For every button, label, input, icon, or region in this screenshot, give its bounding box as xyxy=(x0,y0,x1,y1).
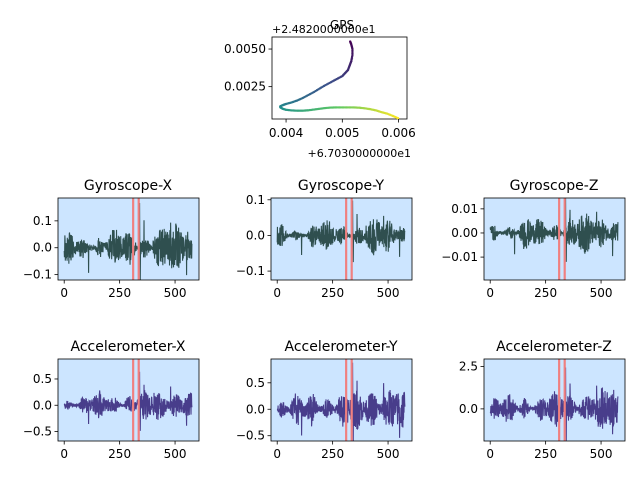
x-tick-label: 0 xyxy=(60,286,68,300)
y-tick-label: 2.5 xyxy=(459,360,478,374)
y-tick-label: 0.0 xyxy=(246,228,265,242)
y-tick-label: 0.0 xyxy=(33,398,52,412)
gps-point xyxy=(348,40,352,43)
gps-title: GPS xyxy=(330,18,354,32)
gyroscope-y-panel: Gyroscope-Y 0 250 500 −0.1 0.0 0.1 xyxy=(236,178,413,300)
panel-title: Accelerometer-Y xyxy=(284,339,397,355)
y-tick-label: 0.0025 xyxy=(224,80,266,94)
y-tick-label: 0.1 xyxy=(33,214,52,228)
x-tick-label: 0 xyxy=(273,286,281,300)
y-tick-label: 0.00 xyxy=(451,226,478,240)
signal-line xyxy=(276,362,406,442)
x-tick-label: 250 xyxy=(108,286,131,300)
x-tick-label: 500 xyxy=(377,286,400,300)
x-tick-label: 500 xyxy=(590,286,613,300)
x-tick-label: 0.005 xyxy=(325,126,359,140)
signal-line xyxy=(489,197,619,262)
x-tick-label: 250 xyxy=(534,447,557,461)
y-tick-label: 0.0050 xyxy=(224,42,266,56)
y-tick-label: −0.5 xyxy=(23,425,52,439)
y-tick-label: 0.0 xyxy=(33,241,52,255)
x-tick-label: 0.006 xyxy=(381,126,415,140)
gps-yticks: 0.0025 0.0050 xyxy=(224,42,272,94)
x-tick-label: 250 xyxy=(321,286,344,300)
y-tick-label: 0.5 xyxy=(33,372,52,386)
x-tick-label: 500 xyxy=(164,286,187,300)
y-tick-label: −0.1 xyxy=(23,268,52,282)
gps-y-offset: +2.4820000000e1 xyxy=(272,23,375,36)
signal-line xyxy=(276,200,406,263)
y-tick-label: 0.1 xyxy=(246,193,265,207)
plot-frame xyxy=(57,358,200,442)
panel-title: Gyroscope-Z xyxy=(510,178,599,194)
y-tick-label: 0.01 xyxy=(451,202,478,216)
y-tick-label: −0.5 xyxy=(236,429,265,443)
signal-line xyxy=(63,202,193,281)
signal-line xyxy=(63,371,193,431)
panel-title: Gyroscope-Y xyxy=(298,178,385,194)
plot-frame xyxy=(270,197,413,281)
x-tick-label: 500 xyxy=(590,447,613,461)
plot-frame xyxy=(57,197,200,281)
y-tick-label: 0.5 xyxy=(246,376,265,390)
panel-title: Accelerometer-Z xyxy=(496,339,612,355)
y-tick-label: 0.0 xyxy=(459,402,478,416)
x-tick-label: 250 xyxy=(534,286,557,300)
panel-title: Gyroscope-X xyxy=(84,178,173,194)
accelerometer-y-panel: Accelerometer-Y 0 250 500 −0.5 0.0 0.5 xyxy=(236,339,413,461)
x-tick-label: 250 xyxy=(321,447,344,461)
x-tick-label: 0.004 xyxy=(269,126,303,140)
y-tick-label: −0.1 xyxy=(236,264,265,278)
accelerometer-x-panel: Accelerometer-X 0 250 500 −0.5 0.0 0.5 xyxy=(23,339,200,461)
gps-xticks: 0.004 0.005 0.006 xyxy=(269,119,416,140)
gps-x-offset: +6.7030000000e1 xyxy=(308,147,411,160)
gyroscope-z-panel: Gyroscope-Z 0 250 500 −0.01 0.00 0.01 xyxy=(441,178,626,300)
x-tick-label: 0 xyxy=(60,447,68,461)
y-tick-label: 0.0 xyxy=(246,402,265,416)
x-tick-label: 0 xyxy=(273,447,281,461)
gps-panel: 0.004 0.005 0.006 0.0025 0.0050 GPS +2.4820… xyxy=(224,18,416,160)
x-tick-label: 0 xyxy=(486,286,494,300)
signal-line xyxy=(489,367,619,441)
gps-points xyxy=(279,40,400,120)
x-tick-label: 0 xyxy=(486,447,494,461)
plot-frame xyxy=(270,358,413,442)
x-tick-label: 500 xyxy=(164,447,187,461)
panel-title: Accelerometer-X xyxy=(70,339,185,355)
plot-frame xyxy=(483,358,626,442)
accelerometer-z-panel: Accelerometer-Z 0 250 500 0.0 2.5 xyxy=(459,339,626,461)
x-tick-label: 500 xyxy=(377,447,400,461)
gyroscope-x-panel: Gyroscope-X 0 250 500 −0.1 0.0 0.1 xyxy=(23,178,200,300)
plot-frame xyxy=(483,197,626,281)
x-tick-label: 250 xyxy=(108,447,131,461)
y-tick-label: −0.01 xyxy=(441,250,478,264)
